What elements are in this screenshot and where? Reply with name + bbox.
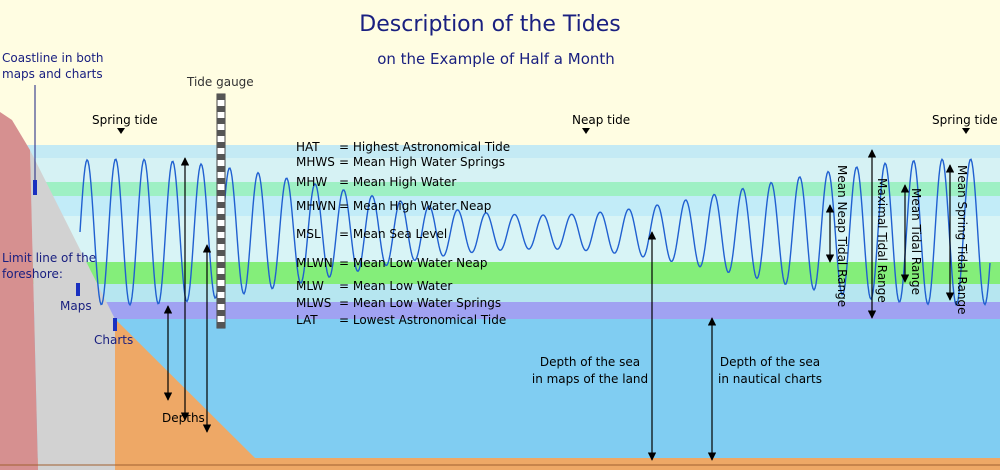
gauge-segment — [217, 202, 225, 208]
legend-abbr: MLW — [296, 279, 324, 293]
gauge-segment — [217, 118, 225, 124]
gauge-segment — [217, 286, 225, 292]
legend-desc: = Mean High Water Springs — [339, 155, 505, 169]
foreshore-label: foreshore: — [2, 267, 63, 281]
legend-abbr: MHWS — [296, 155, 335, 169]
depth-maps-label: in maps of the land — [532, 372, 648, 386]
range-label: Mean Neap Tidal Range — [835, 165, 849, 307]
maps-marker — [76, 283, 80, 296]
title: Description of the Tides — [359, 12, 620, 37]
legend-desc: = Highest Astronomical Tide — [339, 140, 510, 154]
legend-abbr: HAT — [296, 140, 320, 154]
depth-maps-label: Depth of the sea — [540, 355, 640, 369]
tide-curve — [79, 157, 991, 307]
legend-abbr: MSL — [296, 227, 321, 241]
coastline-label: Coastline in both — [2, 51, 104, 65]
legend-desc: = Mean High Water — [339, 175, 456, 189]
foreshore — [30, 150, 115, 470]
arrows — [163, 149, 955, 461]
tide-gauge — [216, 93, 226, 329]
coast-land — [0, 112, 38, 470]
gauge-segment — [217, 166, 225, 172]
gauge-segment — [217, 226, 225, 232]
gauge-segment — [217, 178, 225, 184]
depths-label: Depths — [162, 411, 205, 425]
gauge-segment — [217, 322, 225, 328]
legend-desc: = Mean Low Water — [339, 279, 452, 293]
spring-tide-label: Spring tide — [92, 113, 158, 127]
legend-desc: = Lowest Astronomical Tide — [339, 313, 506, 327]
spring-tide-label: Spring tide — [932, 113, 998, 127]
legend-desc: = Mean Low Water Neap — [339, 256, 487, 270]
depth-charts-label: in nautical charts — [718, 372, 822, 386]
subtitle: on the Example of Half a Month — [377, 50, 615, 68]
legend: HAT = Highest Astronomical Tide MHWS = Mean… — [296, 140, 510, 327]
gauge-segment — [217, 106, 225, 112]
legend-abbr: LAT — [296, 313, 318, 327]
charts-label: Charts — [94, 333, 133, 347]
legend-desc: = Mean High Water Neap — [339, 199, 491, 213]
legend-abbr: MHW — [296, 175, 327, 189]
gauge-segment — [217, 154, 225, 160]
foreshore-label: Limit line of the — [2, 251, 96, 265]
gauge-segment — [217, 298, 225, 304]
legend-abbr: MLWS — [296, 296, 331, 310]
pointers — [117, 128, 970, 134]
gauge-segment — [217, 238, 225, 244]
gauge-segment — [217, 94, 225, 100]
gauge-segment — [217, 310, 225, 316]
charts-marker — [113, 318, 117, 331]
depth-charts-label: Depth of the sea — [720, 355, 820, 369]
legend-abbr: MLWN — [296, 256, 333, 270]
neap-tide-label: Neap tide — [572, 113, 630, 127]
gauge-segment — [217, 214, 225, 220]
gauge-segment — [217, 190, 225, 196]
gauge-pole — [216, 93, 226, 329]
range-label: Maximal Tidal Range — [875, 178, 889, 303]
legend-desc: = Mean Sea Level — [339, 227, 447, 241]
gauge-segment — [217, 142, 225, 148]
coastline-label: maps and charts — [2, 67, 103, 81]
legend-desc: = Mean Low Water Springs — [339, 296, 501, 310]
legend-abbr: MHWN — [296, 199, 336, 213]
tide-gauge-label: Tide gauge — [186, 75, 254, 89]
gauge-segment — [217, 250, 225, 256]
range-label: Mean Spring Tidal Range — [955, 165, 969, 315]
gauge-segment — [217, 262, 225, 268]
maps-label: Maps — [60, 299, 92, 313]
gauge-segment — [217, 130, 225, 136]
coastline-marker — [33, 180, 37, 195]
gauge-segment — [217, 274, 225, 280]
range-label: Mean Tidal Range — [909, 188, 923, 295]
